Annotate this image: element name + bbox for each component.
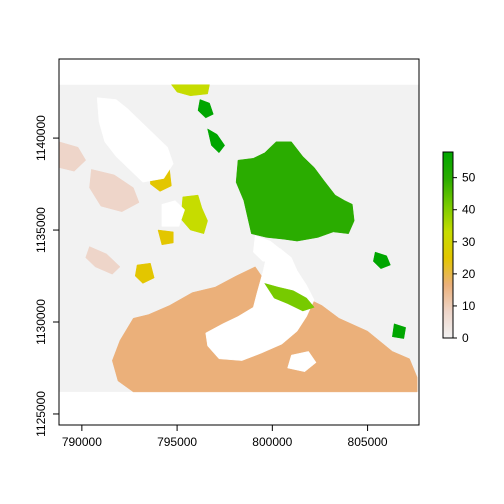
legend-color-bar	[443, 152, 453, 338]
raster-patch-7	[197, 99, 214, 119]
legend-tick-label: 30	[462, 235, 476, 249]
raster-patch-11	[392, 323, 406, 339]
plot-frame	[58, 58, 420, 426]
raster-patch-1	[205, 248, 315, 361]
raster-patch-4	[253, 235, 283, 262]
y-axis: 1125000 1130000 1135000 1140000	[34, 115, 59, 437]
x-tick-label: 805000	[348, 435, 388, 449]
legend-frame	[442, 151, 454, 339]
raster-patch-18	[96, 97, 174, 183]
raster-patch-14	[134, 262, 155, 284]
raster-patch-16	[85, 246, 121, 275]
raster-patch-13	[157, 229, 174, 246]
x-tick-label: 795000	[157, 435, 197, 449]
y-tick-label: 1130000	[34, 299, 48, 345]
color-legend: 0 10 20 30 40 50	[442, 151, 476, 345]
y-tick-label: 1135000	[34, 207, 48, 253]
raster-patch-15	[89, 169, 140, 212]
raster-patch-9	[180, 194, 208, 235]
y-tick-label: 1125000	[34, 391, 48, 437]
raster-patch-19	[161, 200, 185, 227]
plot-area	[58, 84, 419, 393]
raster-patch-8	[170, 84, 210, 97]
legend-tick-label: 0	[462, 331, 469, 345]
raster-patch-10	[373, 251, 391, 269]
x-tick-label: 790000	[62, 435, 102, 449]
x-tick-label: 800000	[252, 435, 292, 449]
y-tick-label: 1140000	[34, 115, 48, 161]
raster-patch-6	[207, 128, 226, 154]
raster-patch-5	[264, 282, 315, 312]
legend-tick-label: 50	[462, 171, 476, 185]
x-axis: 790000 795000 800000 805000	[62, 425, 388, 449]
legend-tick-label: 10	[462, 299, 476, 313]
legend-tick-label: 20	[462, 267, 476, 281]
legend-tick-label: 40	[462, 203, 476, 217]
raster-patch-2	[287, 351, 317, 372]
raster-patch-3	[235, 141, 355, 242]
